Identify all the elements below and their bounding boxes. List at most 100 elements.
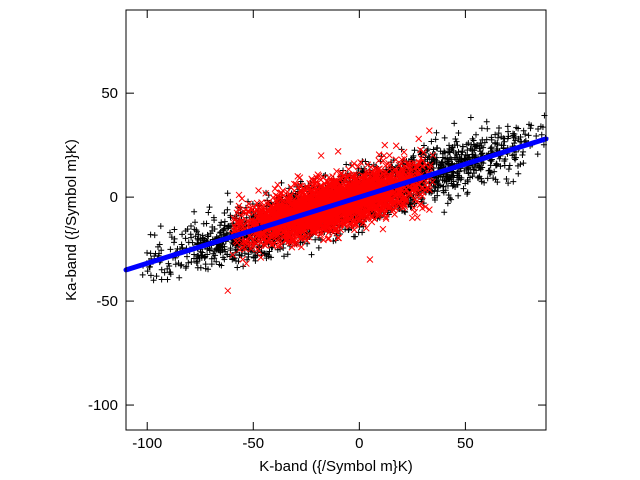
data-point	[481, 179, 488, 186]
data-point	[262, 199, 270, 207]
data-point	[224, 251, 231, 258]
data-point	[402, 185, 410, 193]
data-point	[233, 218, 241, 226]
data-point	[503, 175, 510, 182]
data-point	[220, 226, 227, 233]
data-point	[395, 170, 403, 177]
data-point	[293, 240, 301, 248]
data-point	[426, 186, 433, 194]
data-point	[312, 236, 319, 243]
data-point	[227, 198, 234, 205]
data-point	[147, 272, 154, 279]
data-point	[161, 269, 168, 276]
data-point	[344, 191, 352, 198]
data-point	[227, 245, 234, 252]
data-point	[184, 253, 190, 260]
data-point	[464, 189, 471, 196]
data-point	[385, 159, 392, 167]
data-point	[517, 161, 524, 168]
data-point	[240, 238, 248, 246]
data-point	[156, 241, 163, 248]
data-point	[227, 212, 234, 219]
data-point	[165, 260, 172, 267]
data-point	[400, 148, 408, 156]
data-point	[193, 260, 200, 267]
data-point	[322, 227, 330, 234]
data-point	[379, 205, 386, 213]
data-point	[535, 126, 542, 133]
data-point	[504, 123, 511, 130]
data-point	[440, 187, 447, 194]
data-point	[282, 237, 289, 244]
data-point	[510, 178, 517, 185]
data-point	[144, 249, 151, 256]
data-point	[483, 118, 490, 125]
data-point	[357, 215, 364, 223]
data-point	[248, 243, 256, 250]
data-point	[522, 131, 529, 138]
data-point	[340, 177, 348, 184]
data-point	[325, 189, 333, 197]
data-point	[382, 213, 390, 221]
data-point	[448, 156, 455, 163]
data-point	[284, 196, 292, 203]
data-point	[493, 161, 500, 168]
data-point	[491, 168, 498, 175]
data-point	[153, 273, 160, 280]
data-point	[519, 152, 526, 159]
data-point	[232, 249, 239, 256]
data-point	[273, 195, 280, 203]
data-point	[381, 195, 389, 203]
data-point	[437, 182, 444, 189]
data-point	[509, 152, 516, 159]
data-point	[426, 206, 433, 214]
data-point	[469, 151, 476, 158]
data-point	[245, 209, 253, 216]
data-point	[364, 170, 371, 178]
data-point	[346, 219, 354, 227]
data-point	[476, 162, 483, 169]
data-point	[433, 145, 440, 152]
data-point	[230, 214, 238, 222]
data-point	[333, 220, 340, 227]
data-point	[252, 252, 259, 259]
data-point	[432, 136, 439, 143]
data-point	[351, 217, 359, 224]
data-point	[364, 209, 371, 217]
data-point	[268, 254, 275, 261]
data-point	[343, 214, 351, 222]
data-point	[218, 244, 225, 251]
points-layer	[139, 112, 549, 295]
data-point	[505, 133, 512, 140]
data-point	[197, 235, 204, 242]
data-point	[291, 240, 298, 248]
data-point	[320, 216, 328, 224]
data-point	[281, 253, 288, 260]
data-point	[484, 175, 491, 182]
data-point	[251, 203, 258, 211]
data-point	[183, 263, 190, 270]
data-point	[176, 274, 183, 281]
data-point	[298, 192, 306, 200]
data-point	[345, 207, 352, 214]
data-point	[429, 151, 437, 159]
data-point	[158, 266, 165, 273]
data-point	[494, 179, 501, 186]
data-point	[213, 258, 220, 265]
data-point	[310, 195, 318, 203]
data-point	[147, 250, 154, 257]
data-point	[456, 174, 463, 181]
data-point	[362, 224, 370, 232]
data-point	[500, 142, 507, 149]
data-point	[428, 138, 435, 145]
data-point	[276, 238, 283, 246]
data-point	[451, 120, 458, 127]
data-point	[418, 151, 425, 158]
data-point	[306, 199, 313, 206]
data-point	[188, 259, 195, 266]
data-point	[505, 180, 512, 187]
data-point	[167, 246, 174, 253]
data-point	[402, 173, 410, 181]
data-point	[493, 145, 500, 152]
